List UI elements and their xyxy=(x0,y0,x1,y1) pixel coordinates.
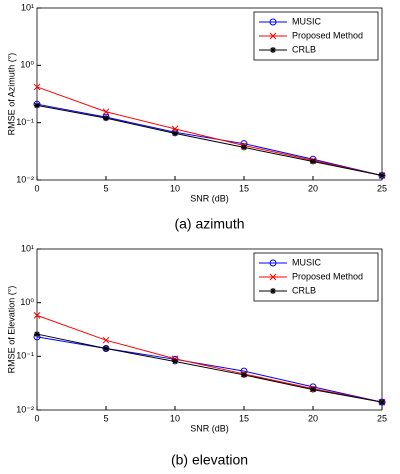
series-line xyxy=(36,314,383,403)
chart: 10⁻² 10⁻¹ 10⁰ 10¹ 0 5 10 15 20 25 SNR (dB) RMSE of … xyxy=(6,2,387,231)
y-tick-label: 10⁻¹ xyxy=(16,351,34,361)
y-tick-label: 10⁰ xyxy=(20,297,34,307)
x-tick-label: 20 xyxy=(308,183,318,193)
y-tick-label: 10⁻¹ xyxy=(16,117,34,127)
legend-label: MUSIC xyxy=(292,257,322,267)
x-tick-label: 15 xyxy=(239,413,249,423)
marker xyxy=(310,386,316,393)
marker xyxy=(103,115,109,122)
marker xyxy=(269,259,277,267)
marker xyxy=(34,102,40,109)
series-line xyxy=(36,333,383,403)
x-tick-label: 25 xyxy=(377,413,387,423)
x-tick-label: 10 xyxy=(170,413,180,423)
marker xyxy=(310,158,316,165)
series-line xyxy=(36,103,383,176)
x-axis-label: SNR (dB) xyxy=(190,193,229,203)
x-tick-label: 0 xyxy=(34,413,39,423)
marker xyxy=(269,32,277,40)
y-axis-label: RMSE of Azimuth (°) xyxy=(6,53,16,136)
y-axis-label: RMSE of Elevation (°) xyxy=(6,286,16,374)
y-tick-label: 10¹ xyxy=(21,2,34,12)
y-tick-label: 10⁻² xyxy=(16,404,34,414)
y-tick-label: 10⁻² xyxy=(16,174,34,184)
marker xyxy=(379,399,385,406)
marker xyxy=(103,345,109,352)
legend-label: CRLB xyxy=(292,44,316,54)
y-tick-label: 10¹ xyxy=(21,243,34,253)
legend-label: Proposed Method xyxy=(292,271,363,281)
x-axis-label: SNR (dB) xyxy=(190,423,229,433)
legend: MUSIC Proposed Method CRLB xyxy=(253,252,379,302)
caption: (a) azimuth xyxy=(174,216,244,232)
marker xyxy=(379,172,385,179)
legend-label: Proposed Method xyxy=(292,30,363,40)
x-tick-label: 10 xyxy=(170,183,180,193)
marker xyxy=(241,144,247,151)
marker xyxy=(33,312,41,319)
x-tick-label: 5 xyxy=(103,183,108,193)
marker xyxy=(171,125,179,133)
marker xyxy=(270,47,276,53)
x-tick-label: 0 xyxy=(34,183,39,193)
marker xyxy=(172,358,178,365)
chart: 10⁻² 10⁻¹ 10⁰ 10¹ 0 5 10 15 20 25 SNR (dB) RMSE of … xyxy=(6,243,387,467)
legend: MUSIC Proposed Method CRLB xyxy=(253,11,379,61)
marker xyxy=(241,371,247,378)
marker xyxy=(172,130,178,137)
series-line xyxy=(36,104,383,176)
marker xyxy=(34,331,40,338)
legend-label: CRLB xyxy=(292,285,316,295)
x-tick-label: 15 xyxy=(239,183,249,193)
series-line xyxy=(36,86,383,176)
marker xyxy=(102,108,110,116)
x-tick-label: 25 xyxy=(377,183,387,193)
marker xyxy=(269,273,277,281)
marker xyxy=(270,288,276,294)
x-tick-label: 20 xyxy=(308,413,318,423)
x-tick-label: 5 xyxy=(103,413,108,423)
legend-label: MUSIC xyxy=(292,16,322,26)
caption: (b) elevation xyxy=(171,452,248,468)
marker xyxy=(269,18,277,26)
marker xyxy=(102,336,110,344)
y-tick-label: 10⁰ xyxy=(20,60,34,70)
marker xyxy=(33,83,41,91)
